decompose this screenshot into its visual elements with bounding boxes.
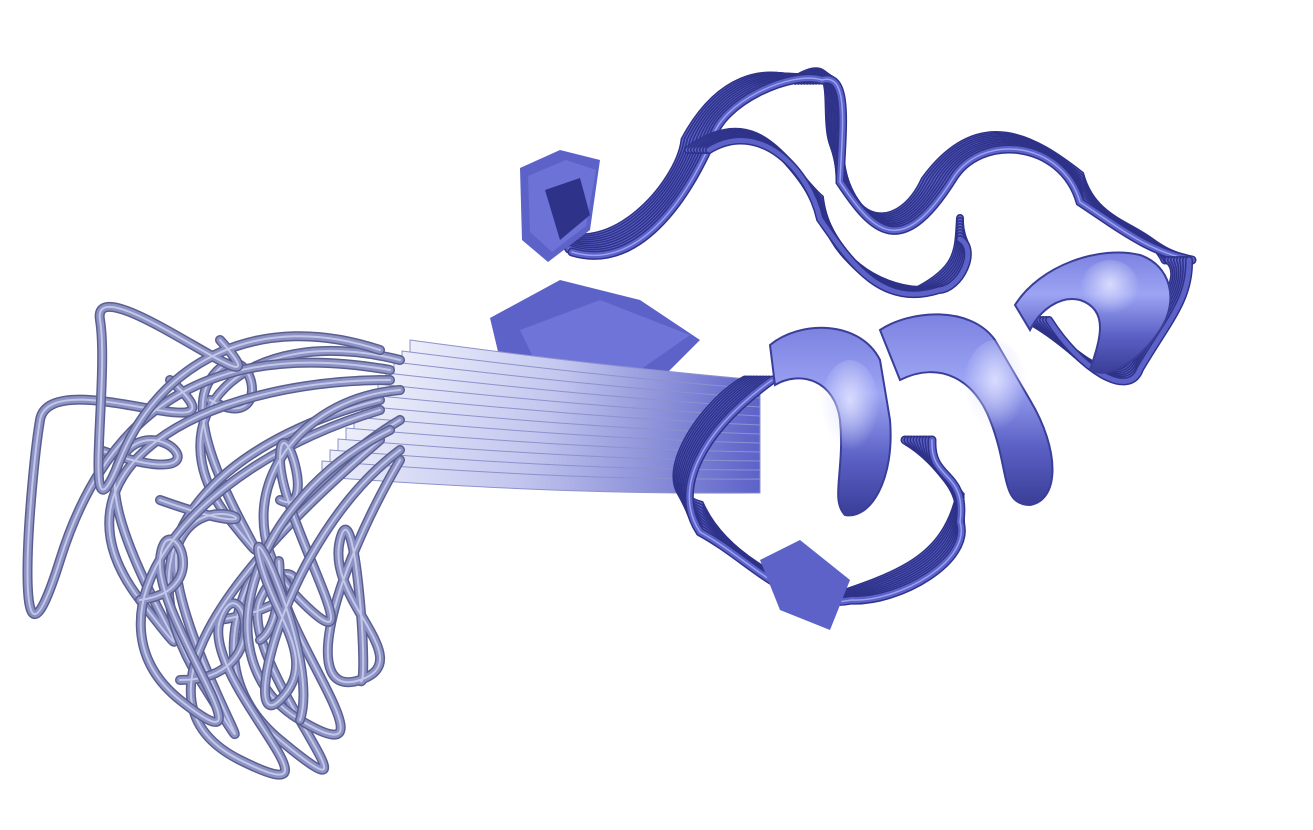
loop-tube	[1046, 257, 1192, 384]
loop-tube	[561, 73, 1191, 265]
loop-tube	[566, 75, 1192, 263]
strand-bundle	[321, 339, 761, 494]
tail-loop-highlight	[99, 379, 391, 643]
helix-turn	[768, 326, 892, 517]
tail-loop-highlight	[199, 350, 401, 551]
strand-ribbon	[321, 460, 761, 494]
loop-tube	[567, 73, 1197, 265]
upper-loop-bundle	[540, 67, 1197, 299]
tail-loop-highlight	[26, 361, 391, 615]
loop-tube-highlight	[571, 77, 1193, 261]
loop-tube	[563, 74, 1189, 263]
tail-loop-highlight	[257, 449, 401, 721]
tail-loop-highlight	[159, 399, 381, 736]
loop-tube-highlight	[568, 77, 1190, 261]
lower-loop-bundle	[672, 256, 1194, 630]
helix-turn	[878, 313, 1054, 507]
loop-tube	[569, 75, 1195, 263]
loop-tube-highlight	[565, 77, 1187, 261]
sheet-fragment	[760, 540, 850, 630]
tail-loop-highlight	[139, 409, 381, 723]
tail-loop-highlight	[262, 389, 401, 623]
alpha-helix	[768, 251, 1172, 517]
helix-turn	[1013, 251, 1172, 374]
disordered-tail-loops	[22, 302, 405, 780]
loop-tube	[564, 73, 1194, 265]
loop-tube-highlight	[688, 379, 963, 603]
loop-tube	[706, 138, 971, 297]
tail-loop-highlight	[97, 306, 381, 491]
